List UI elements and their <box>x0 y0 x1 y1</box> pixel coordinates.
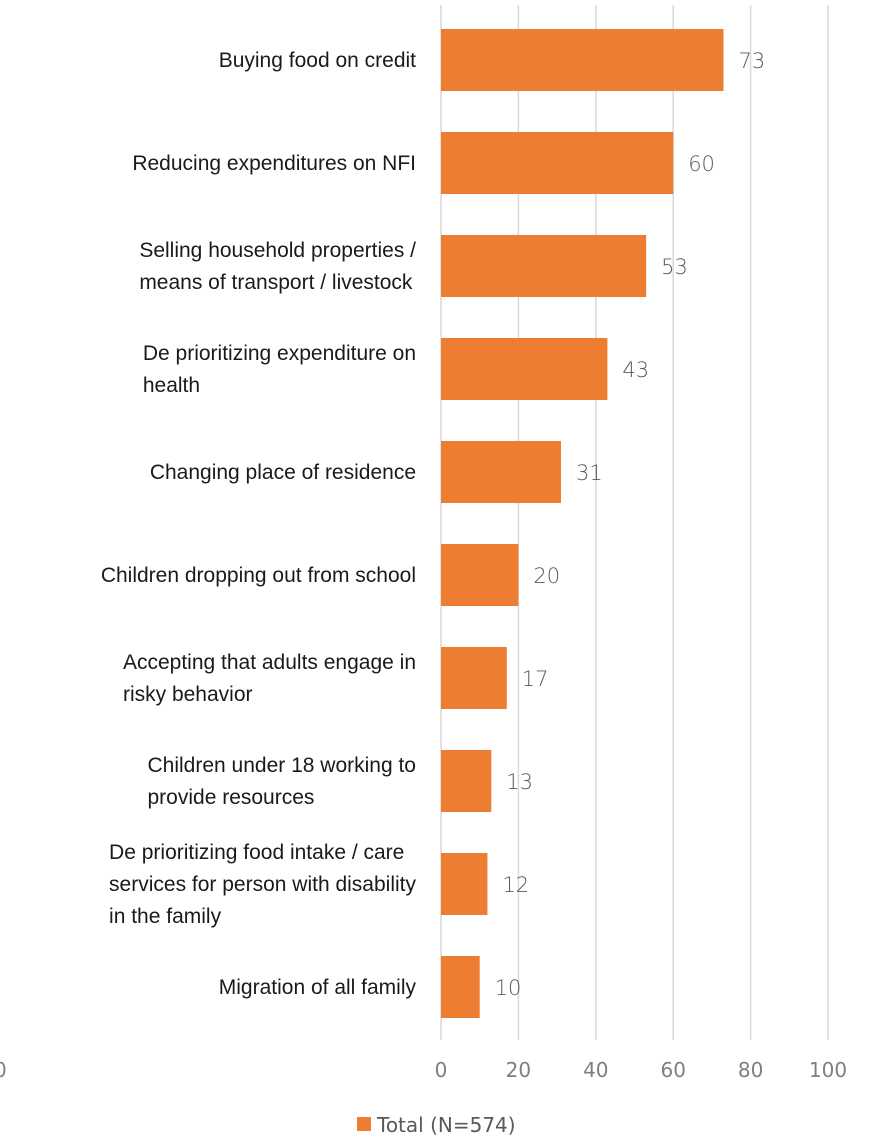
category-label: Children under 18 working to <box>148 754 417 777</box>
category-label: services for person with disability <box>109 873 416 896</box>
category-label: Selling household properties / <box>139 239 416 262</box>
category-label: Changing place of residence <box>150 461 416 484</box>
x-tick-label-cut: 0 <box>0 1058 7 1082</box>
x-tick-label: 80 <box>738 1058 763 1082</box>
bars <box>441 29 724 1018</box>
category-label: Children dropping out from school <box>101 564 416 587</box>
category-label: means of transport / livestock <box>139 271 413 294</box>
data-label: 31 <box>576 461 603 485</box>
category-label: De prioritizing food intake / care <box>109 841 404 864</box>
data-label: 73 <box>739 49 766 73</box>
bar <box>441 750 492 812</box>
data-label: 20 <box>533 564 560 588</box>
x-tick-label: 60 <box>660 1058 685 1082</box>
data-label: 13 <box>506 770 533 794</box>
category-label: Migration of all family <box>219 976 417 999</box>
data-label: 43 <box>622 358 649 382</box>
legend-label: Total (N=574) <box>376 1113 516 1137</box>
bar <box>441 338 608 400</box>
category-label: in the family <box>109 905 222 928</box>
data-label: 10 <box>495 976 522 1000</box>
data-label: 17 <box>522 667 549 691</box>
category-labels: Buying food on credit Reducing expenditur… <box>101 49 417 999</box>
category-label: Reducing expenditures on NFI <box>132 152 416 175</box>
bar <box>441 544 519 606</box>
legend: Total (N=574) <box>357 1113 516 1137</box>
x-axis-ticks: 0 20 40 60 80 100 0 <box>0 1058 847 1082</box>
bar <box>441 132 674 194</box>
data-label: 12 <box>502 873 529 897</box>
x-tick-label: 20 <box>506 1058 531 1082</box>
bar <box>441 235 647 297</box>
category-label: risky behavior <box>123 683 253 706</box>
data-label: 53 <box>661 255 688 279</box>
category-label: Buying food on credit <box>219 49 416 72</box>
bar <box>441 29 724 91</box>
x-tick-label: 40 <box>583 1058 608 1082</box>
category-label: provide resources <box>148 786 315 809</box>
bar <box>441 956 480 1018</box>
legend-swatch <box>357 1117 371 1131</box>
bar <box>441 853 488 915</box>
x-tick-label: 0 <box>435 1058 448 1082</box>
category-label: health <box>143 374 200 397</box>
category-label: Accepting that adults engage in <box>123 651 416 674</box>
value-labels: 73 60 53 43 31 20 17 13 12 10 <box>495 49 766 1000</box>
category-label: De prioritizing expenditure on <box>143 342 416 365</box>
x-tick-label: 100 <box>809 1058 847 1082</box>
bar <box>441 441 561 503</box>
data-label: 60 <box>688 152 715 176</box>
bar <box>441 647 507 709</box>
